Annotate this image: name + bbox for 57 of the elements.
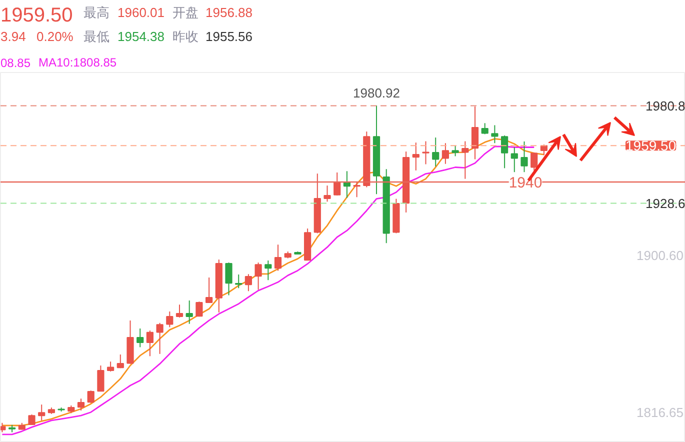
candlestick <box>324 185 331 202</box>
candlestick <box>196 301 203 318</box>
text: 开盘 <box>172 5 198 20</box>
candlestick <box>500 134 508 169</box>
candlestick <box>432 137 440 167</box>
text: 1959.50 <box>0 4 73 26</box>
candlestick <box>452 145 459 157</box>
candlestick <box>156 322 164 354</box>
candlestick <box>97 365 104 392</box>
candlestick <box>481 122 488 135</box>
candlestick <box>186 300 193 324</box>
text: 1954.38 <box>118 29 164 44</box>
text: 1955.56 <box>206 29 252 44</box>
candlestick <box>136 328 144 348</box>
text: 0.20% <box>36 29 74 44</box>
candlestick <box>176 304 184 318</box>
candlestick <box>264 260 272 281</box>
text: 最低 <box>84 29 110 44</box>
candlestick <box>422 140 430 165</box>
annotation: 1980.92 <box>353 86 400 101</box>
candlestick <box>146 330 154 357</box>
y-tick-label: 1900.60 <box>636 248 684 264</box>
candlestick <box>520 140 528 173</box>
candlestick <box>116 354 124 369</box>
text: 1960.01 <box>118 5 164 20</box>
candlestick <box>274 244 282 272</box>
candlestick <box>106 361 114 372</box>
candlestick <box>353 180 360 198</box>
candlestick <box>244 274 252 292</box>
ref-line-label: 1980.8 <box>646 98 685 114</box>
candlestick <box>28 414 36 426</box>
candlestick <box>343 170 351 198</box>
candlestick <box>38 404 46 421</box>
candlestick <box>442 142 450 164</box>
text: 08.85 <box>0 56 31 70</box>
candlestick <box>205 276 213 304</box>
candlestick <box>491 124 498 144</box>
text: 昨收 <box>172 29 198 44</box>
candlestick <box>87 390 94 404</box>
candlestick <box>462 140 469 180</box>
candlestick <box>225 262 232 296</box>
candlestick <box>254 262 262 290</box>
text: 最高 <box>84 5 110 20</box>
ref-line-label: 1928.6 <box>646 196 685 211</box>
text: MA10:1808.85 <box>38 56 117 70</box>
candlestick <box>530 152 538 172</box>
ref-line-label: 1959.50 <box>626 138 676 154</box>
text: 1956.88 <box>206 5 252 20</box>
candlestick <box>77 398 85 412</box>
candlestick <box>334 172 341 196</box>
candlestick <box>166 311 174 328</box>
text: 3.94 <box>0 29 26 44</box>
candlestick <box>471 106 479 160</box>
y-tick-label: 1816.65 <box>636 405 684 420</box>
candlestick <box>510 146 518 173</box>
candlestick <box>412 142 420 171</box>
ref-line-label: 1940 <box>508 174 542 192</box>
